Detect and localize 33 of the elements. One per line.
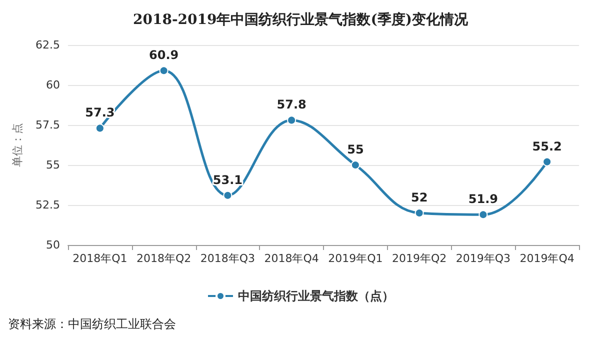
x-tick-label: 2019年Q1: [328, 252, 383, 265]
y-tick-label: 50: [46, 238, 60, 252]
data-label: 60.9: [149, 48, 179, 62]
data-label: 55.2: [532, 139, 562, 154]
data-label: 51.9: [468, 192, 498, 206]
y-tick-label: 57.5: [36, 118, 60, 132]
data-label: 53.1: [212, 172, 242, 187]
data-label: 55: [347, 142, 364, 156]
x-tick-label: 2019年Q4: [520, 252, 574, 265]
point: [542, 157, 552, 166]
point: [414, 208, 424, 218]
legend-label: 中国纺织行业景气指数（点）: [238, 289, 394, 303]
y-tick-label: 55: [46, 158, 60, 172]
point: [350, 160, 360, 170]
y-axis-title: 单位：点: [11, 123, 24, 167]
x-tick-label: 2019年Q3: [456, 252, 511, 265]
point: [478, 210, 488, 220]
data-label: 57.8: [276, 98, 306, 112]
point: [95, 124, 104, 133]
point: [223, 190, 232, 200]
y-tick-label: 60: [46, 78, 60, 92]
y-tick-label: 52.5: [36, 198, 60, 212]
x-tick-label: 2018年Q4: [264, 252, 319, 265]
point: [159, 66, 168, 76]
x-tick-label: 2018年Q2: [136, 252, 192, 265]
data-label: 52: [410, 190, 428, 204]
x-tick-label: 2018年Q1: [72, 252, 128, 265]
chart-title: 2018-2019年中国纺织行业景气指数(季度)变化情况: [133, 11, 469, 28]
point: [287, 116, 296, 125]
x-tick-label: 2019年Q2: [392, 252, 447, 265]
text: 资料来源：中国纺织工业联合会: [8, 317, 176, 331]
y-tick-label: 62.5: [36, 38, 60, 52]
x-tick-label: 2018年Q3: [200, 252, 256, 265]
